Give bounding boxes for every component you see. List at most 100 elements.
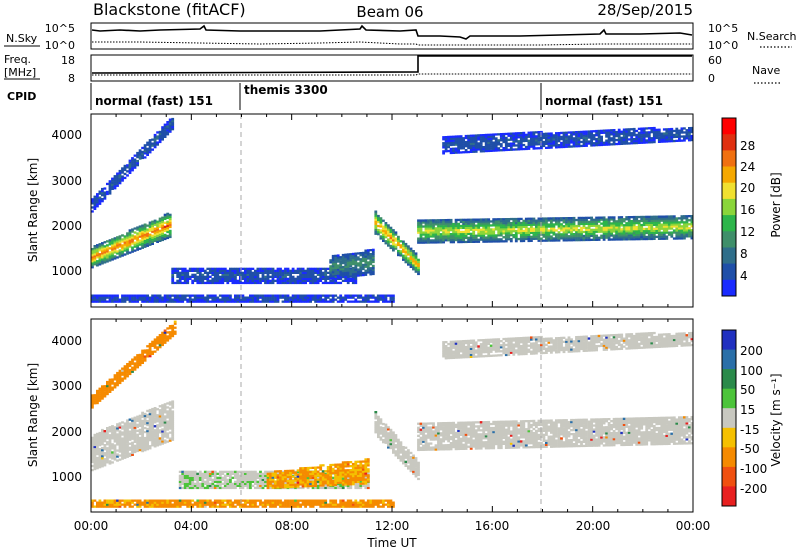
velocity-cell — [296, 486, 300, 490]
power-cell — [171, 271, 175, 274]
velocity-cell — [93, 455, 97, 459]
velocity-cell — [126, 445, 129, 448]
power-cell — [452, 237, 455, 240]
power-cell — [617, 222, 621, 225]
power-cell — [111, 177, 114, 180]
power-cell — [339, 268, 343, 271]
power-cell — [163, 229, 167, 232]
power-cell — [251, 277, 255, 280]
power-cell — [93, 298, 97, 301]
power-cell — [437, 237, 440, 240]
power-cell — [522, 133, 526, 137]
power-cell — [246, 267, 250, 270]
power-cell — [229, 271, 232, 274]
power-cell — [632, 222, 636, 225]
power-cell — [514, 233, 518, 237]
power-cell — [118, 171, 122, 175]
velocity-cell — [111, 453, 114, 456]
power-cell — [168, 122, 172, 125]
power-cell — [472, 148, 476, 151]
velocity-cell — [163, 439, 167, 442]
power-cell — [369, 271, 373, 274]
power-cell — [221, 271, 225, 274]
velocity-cell — [198, 486, 202, 490]
power-cell — [657, 138, 661, 141]
power-cell — [316, 298, 320, 301]
power-cell — [522, 147, 526, 151]
velocity-cell — [218, 482, 222, 485]
power-cell — [627, 216, 631, 219]
power-cell — [479, 138, 483, 141]
power-cell — [452, 234, 455, 238]
power-cell — [532, 227, 536, 230]
power-cell — [509, 224, 513, 227]
power-cell — [577, 234, 581, 238]
power-cell — [306, 277, 310, 280]
power-cell — [256, 281, 260, 285]
power-cell — [369, 273, 373, 276]
power-cell — [434, 239, 438, 242]
power-cell — [249, 271, 252, 274]
power-cell — [637, 236, 641, 239]
power-cell — [281, 294, 285, 297]
velocity-cell — [146, 421, 149, 425]
power-cell — [630, 228, 634, 231]
power-cell — [620, 224, 624, 227]
velocity-cell — [151, 418, 154, 421]
power-cell — [429, 221, 433, 224]
nave-label: Nave — [752, 64, 780, 77]
power-cell — [339, 271, 343, 274]
power-cell — [560, 237, 563, 240]
power-cell — [457, 147, 460, 150]
power-cell — [136, 296, 139, 299]
power-cell — [477, 138, 481, 141]
power-cell — [514, 138, 518, 141]
power-cell — [314, 271, 317, 274]
velocity-cell — [141, 437, 144, 441]
power-cell — [366, 251, 370, 254]
velocity-cell — [143, 436, 147, 440]
velocity-cell — [148, 353, 152, 356]
power-cell — [361, 271, 365, 275]
power-cell — [537, 231, 541, 234]
velocity-cell — [101, 443, 104, 446]
velocity-cell — [126, 449, 129, 452]
power-cell — [560, 217, 563, 220]
power-cell — [281, 281, 285, 285]
power-cell — [326, 267, 330, 270]
power-cell — [111, 187, 114, 190]
power-cell — [336, 254, 340, 257]
power-cell — [683, 233, 686, 236]
power-cell — [442, 150, 445, 153]
power-cell — [394, 233, 398, 236]
power-cell — [657, 217, 661, 220]
power-cell — [254, 281, 257, 285]
power-cell — [118, 169, 122, 173]
power-cell — [499, 137, 503, 140]
power-cell — [128, 163, 132, 166]
power-cell — [469, 144, 473, 147]
power-cell — [241, 281, 245, 285]
power-cell — [535, 225, 538, 228]
velocity-cell — [153, 445, 157, 448]
power-cell — [259, 269, 262, 272]
velocity-cell — [173, 322, 177, 325]
velocity-cell — [133, 368, 137, 371]
power-cell — [632, 142, 636, 145]
power-cell — [462, 222, 465, 225]
power-cell — [504, 226, 508, 229]
power-cell — [156, 234, 159, 237]
velocity-cell — [136, 362, 139, 365]
power-cell — [630, 234, 634, 237]
velocity-cell — [98, 454, 102, 457]
power-cell — [607, 226, 611, 229]
velocity-cell — [126, 425, 129, 428]
power-cell — [369, 249, 373, 252]
power-cell — [166, 230, 170, 234]
power-cell — [354, 262, 358, 265]
velocity-cell — [106, 380, 109, 384]
freq-unit-label: [MHz] — [4, 66, 36, 79]
power-cell — [148, 151, 152, 154]
power-cell — [158, 225, 162, 228]
power-cell — [650, 225, 654, 228]
